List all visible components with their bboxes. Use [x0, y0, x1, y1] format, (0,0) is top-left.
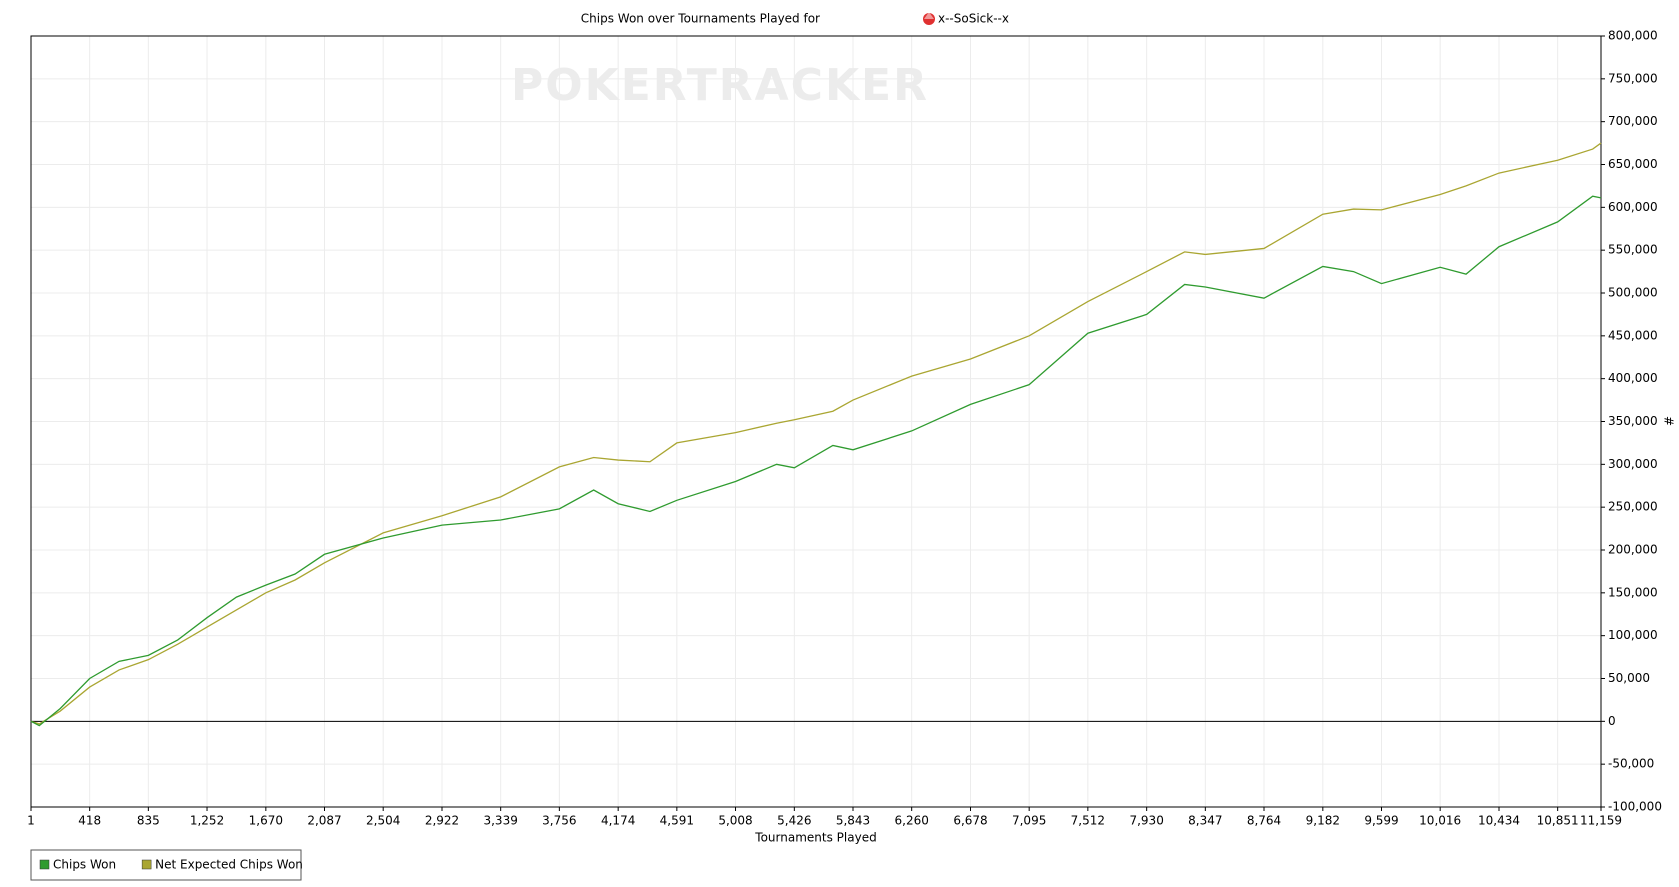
y-tick-label: 450,000	[1608, 328, 1658, 342]
x-axis-label: Tournaments Played	[754, 831, 876, 845]
x-tick-label: 2,087	[307, 814, 341, 828]
player-name: x--SoSick--x	[938, 12, 1009, 26]
x-tick-label: 1,252	[190, 814, 224, 828]
y-tick-label: 0	[1608, 714, 1616, 728]
x-tick-label: 6,678	[953, 814, 987, 828]
x-tick-label: 1	[27, 814, 35, 828]
y-tick-label: 750,000	[1608, 71, 1658, 85]
y-tick-label: 550,000	[1608, 243, 1658, 257]
y-tick-label: 400,000	[1608, 371, 1658, 385]
y-tick-label: 700,000	[1608, 114, 1658, 128]
series-line	[30, 142, 1602, 725]
x-tick-label: 11,159	[1580, 814, 1622, 828]
x-tick-label: 10,434	[1478, 814, 1520, 828]
legend-swatch	[39, 859, 50, 870]
y-axis-label: #	[1662, 416, 1676, 426]
x-tick-label: 4,591	[660, 814, 694, 828]
x-tick-label: 7,095	[1012, 814, 1046, 828]
y-tick-label: 600,000	[1608, 200, 1658, 214]
y-tick-label: 200,000	[1608, 543, 1658, 557]
x-tick-label: 418	[78, 814, 101, 828]
x-tick-label: 1,670	[249, 814, 283, 828]
y-tick-label: 300,000	[1608, 457, 1658, 471]
y-tick-label: 50,000	[1608, 671, 1650, 685]
x-tick-label: 5,843	[836, 814, 870, 828]
x-tick-label: 9,599	[1364, 814, 1398, 828]
y-tick-label: 350,000	[1608, 414, 1658, 428]
x-tick-label: 8,764	[1247, 814, 1281, 828]
x-tick-label: 6,260	[895, 814, 929, 828]
x-tick-label: 7,512	[1071, 814, 1105, 828]
y-tick-label: -100,000	[1608, 800, 1662, 814]
x-tick-label: 2,504	[366, 814, 400, 828]
x-tick-label: 7,930	[1129, 814, 1163, 828]
legend-box	[30, 849, 302, 881]
x-tick-label: 10,851	[1537, 814, 1579, 828]
y-tick-label: -50,000	[1608, 757, 1654, 771]
x-tick-label: 5,008	[718, 814, 752, 828]
legend-label: Net Expected Chips Won	[155, 858, 303, 872]
y-tick-label: 150,000	[1608, 585, 1658, 599]
y-tick-label: 650,000	[1608, 157, 1658, 171]
series-line	[30, 195, 1602, 727]
x-tick-label: 3,339	[483, 814, 517, 828]
spade-icon	[923, 12, 935, 25]
x-tick-label: 9,182	[1306, 814, 1340, 828]
legend: Chips Won Net Expected Chips Won	[30, 849, 303, 881]
legend-label: Chips Won	[53, 858, 116, 872]
watermark: POKERTRACKER	[511, 60, 929, 111]
x-tick-label: 3,756	[542, 814, 576, 828]
plot-frame	[30, 35, 1602, 808]
x-tick-label: 8,347	[1188, 814, 1222, 828]
x-tick-label: 5,426	[777, 814, 811, 828]
y-tick-label: 100,000	[1608, 628, 1658, 642]
x-tick-label: 835	[137, 814, 160, 828]
y-tick-label: 250,000	[1608, 500, 1658, 514]
y-tick-label: 800,000	[1608, 29, 1658, 43]
x-tick-label: 2,922	[425, 814, 459, 828]
y-tick-label: 500,000	[1608, 286, 1658, 300]
x-tick-label: 4,174	[601, 814, 635, 828]
legend-swatch	[141, 859, 152, 870]
chart-title: Chips Won over Tournaments Played for	[581, 12, 820, 26]
x-tick-label: 10,016	[1419, 814, 1461, 828]
